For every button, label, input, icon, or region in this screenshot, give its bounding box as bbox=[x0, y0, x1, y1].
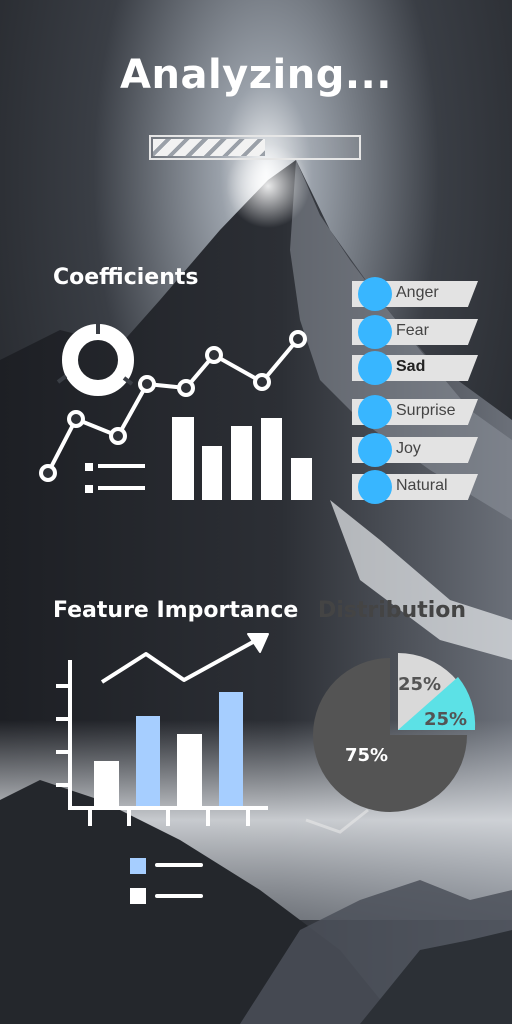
emotion-item[interactable]: Natural bbox=[352, 470, 482, 504]
progress-bar bbox=[149, 135, 361, 160]
legend-line bbox=[155, 863, 203, 867]
emotion-item[interactable]: Fear bbox=[352, 315, 482, 349]
distribution-pie bbox=[313, 653, 476, 812]
emotion-label: Natural bbox=[396, 477, 448, 494]
pie-label-cyan: 25% bbox=[424, 709, 468, 730]
legend-square-icon bbox=[130, 858, 146, 874]
emotion-label: Joy bbox=[396, 440, 421, 457]
emotion-label: Anger bbox=[396, 284, 439, 301]
importance-bars bbox=[94, 692, 243, 806]
checkmark-icon bbox=[305, 808, 369, 834]
emotion-label: Surprise bbox=[396, 402, 456, 419]
emotion-label: Sad bbox=[396, 358, 426, 375]
emotion-dot-icon bbox=[358, 315, 392, 349]
emotion-item[interactable]: Anger bbox=[352, 277, 482, 311]
line-chart-icon bbox=[39, 330, 307, 482]
emotion-dot-icon bbox=[358, 433, 392, 467]
list-icon bbox=[85, 463, 145, 493]
emotion-dot-icon bbox=[358, 470, 392, 504]
emotion-item[interactable]: Sad bbox=[352, 351, 482, 385]
distribution-heading: Distribution bbox=[318, 598, 467, 623]
pie-label-top: 25% bbox=[398, 674, 442, 695]
emotion-item[interactable]: Joy bbox=[352, 433, 482, 467]
coefficients-graphic bbox=[39, 324, 312, 500]
donut-chart-icon bbox=[56, 324, 134, 396]
emotion-dot-icon bbox=[358, 395, 392, 429]
legend-line bbox=[155, 894, 203, 898]
trend-arrow-icon bbox=[100, 633, 269, 684]
feature-importance-graphic bbox=[56, 633, 269, 826]
emotion-dot-icon bbox=[358, 351, 392, 385]
page-title: Analyzing... bbox=[120, 52, 392, 98]
legend-square-icon bbox=[130, 888, 146, 904]
coefficients-heading: Coefficients bbox=[53, 265, 199, 290]
emotion-label: Fear bbox=[396, 322, 429, 339]
axes bbox=[56, 660, 268, 826]
progress-fill bbox=[153, 139, 266, 156]
bar-chart-icon bbox=[172, 417, 312, 500]
emotion-item[interactable]: Surprise bbox=[352, 395, 482, 429]
pie-slice-main bbox=[313, 658, 467, 812]
emotion-dot-icon bbox=[358, 277, 392, 311]
pie-slice-cyan bbox=[398, 677, 476, 730]
pie-label-main: 75% bbox=[345, 745, 389, 766]
feature-importance-heading: Feature Importance bbox=[53, 598, 299, 623]
